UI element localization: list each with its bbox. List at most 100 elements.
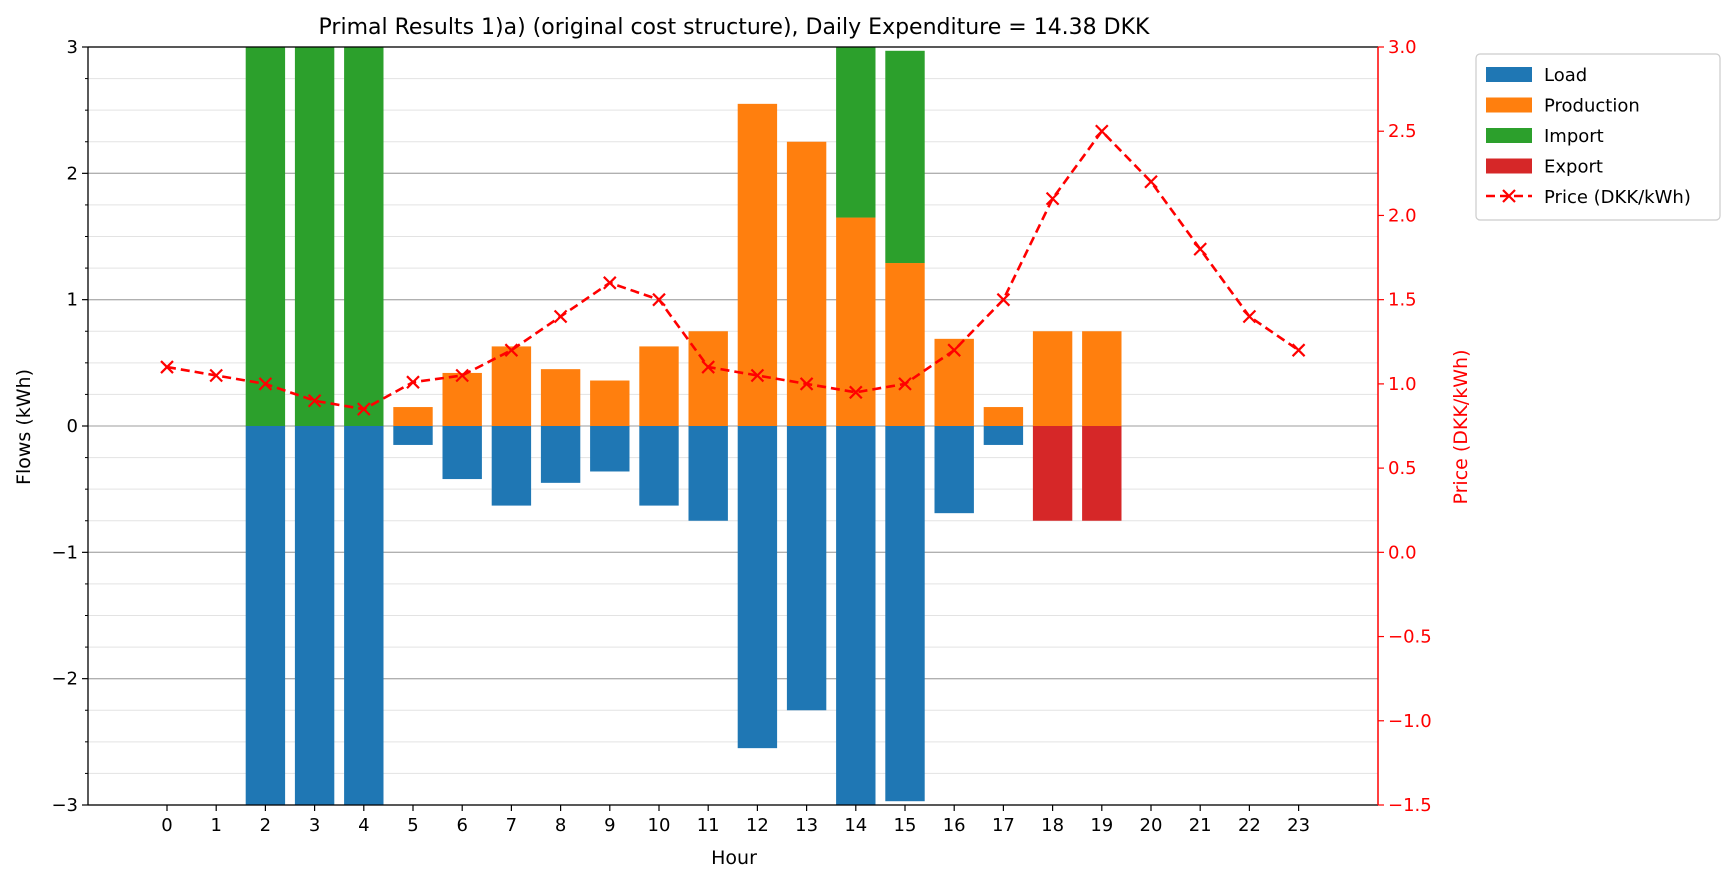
x-tick-label: 22 xyxy=(1238,815,1261,836)
bar-load-hour-12 xyxy=(737,426,778,749)
bar-load-hour-7 xyxy=(491,426,532,506)
price-marker-stroke xyxy=(258,377,273,391)
x-tick-label: 14 xyxy=(844,815,867,836)
price-marker-hour-5 xyxy=(406,375,420,389)
y-tick-label: 2 xyxy=(67,163,78,184)
price-marker-hour-8 xyxy=(553,309,568,324)
y2-tick-label: 1.0 xyxy=(1388,374,1417,395)
y-axis-label: Flows (kWh) xyxy=(13,369,35,485)
legend-label: Production xyxy=(1544,96,1640,117)
y-tick-label: 3 xyxy=(67,37,78,58)
bar-production-hour-6 xyxy=(442,372,482,426)
y-tick-label: −3 xyxy=(51,795,78,816)
bar-production-hour-8 xyxy=(540,369,581,426)
price-marker-hour-15 xyxy=(898,377,912,391)
x-tick-label: 11 xyxy=(697,815,720,836)
y-tick-label: −1 xyxy=(51,542,78,563)
price-marker-hour-18 xyxy=(1045,191,1060,206)
x-tick-label: 4 xyxy=(358,815,369,836)
bar-production-hour-7 xyxy=(491,346,532,426)
price-line xyxy=(166,129,1300,411)
bar-import-hour-15 xyxy=(885,50,925,264)
y2-tick-label: −1.5 xyxy=(1388,795,1432,816)
x-tick-label: 12 xyxy=(746,815,769,836)
price-marker-hour-16 xyxy=(947,343,961,357)
legend-item-production: Production xyxy=(1486,96,1640,117)
price-marker-stroke xyxy=(898,377,912,391)
bar-production-hour-9 xyxy=(590,380,630,426)
price-marker-hour-1 xyxy=(209,368,223,383)
price-marker-hour-19 xyxy=(1095,124,1109,139)
x-tick-label: 13 xyxy=(795,815,818,836)
price-marker-stroke xyxy=(406,375,420,389)
x-tick-label: 6 xyxy=(456,815,467,836)
bar-load-hour-8 xyxy=(540,426,581,483)
chart-title: Primal Results 1)a) (original cost struc… xyxy=(319,15,1151,40)
y-tick-label: −2 xyxy=(51,669,78,690)
y2-tick-label: 2.5 xyxy=(1388,121,1417,142)
price-marker-hour-9 xyxy=(603,276,617,290)
bar-export-hour-18 xyxy=(1032,426,1073,521)
legend-item-export: Export xyxy=(1486,157,1603,178)
legend-box xyxy=(1475,53,1721,221)
legend-swatch xyxy=(1486,158,1532,174)
price-marker-stroke xyxy=(947,343,961,357)
x-tick-label: 1 xyxy=(210,815,221,836)
legend-swatch xyxy=(1486,67,1532,82)
price-marker-stroke xyxy=(160,360,174,374)
price-marker-stroke xyxy=(849,385,863,400)
y2-tick-label: −1.0 xyxy=(1388,711,1432,732)
bar-production-hour-10 xyxy=(639,346,679,426)
price-marker-stroke xyxy=(209,368,223,383)
x-tick-label: 9 xyxy=(604,815,615,836)
price-marker-hour-3 xyxy=(307,393,322,408)
price-marker-stroke xyxy=(996,292,1011,307)
x-tick-label: 16 xyxy=(943,815,966,836)
bar-load-hour-17 xyxy=(983,426,1024,445)
legend-item-price-dkk-kwh: Price (DKK/kWh) xyxy=(1486,187,1691,208)
price-marker-hour-14 xyxy=(849,385,863,400)
y2-axis-label: Price (DKK/kWh) xyxy=(1450,350,1472,505)
bar-production-hour-18 xyxy=(1032,331,1073,426)
legend-swatch xyxy=(1486,97,1532,113)
x-tick-label: 8 xyxy=(555,815,566,836)
bar-import-hour-2 xyxy=(245,47,286,426)
price-marker-stroke xyxy=(307,393,322,408)
bar-load-hour-13 xyxy=(786,426,827,711)
bar-load-hour-11 xyxy=(688,426,728,521)
price-marker-stroke xyxy=(1144,174,1158,189)
price-marker-hour-17 xyxy=(996,292,1011,307)
bar-load-hour-3 xyxy=(294,426,335,805)
price-marker-stroke xyxy=(1291,343,1306,357)
price-marker-stroke xyxy=(603,276,617,290)
x-tick-label: 23 xyxy=(1287,815,1310,836)
price-marker-hour-13 xyxy=(799,377,814,391)
bar-import-hour-14 xyxy=(836,47,876,218)
legend: Load Production Import Export Price (DKK/kWh… xyxy=(1475,53,1721,221)
x-tick-label: 0 xyxy=(161,815,172,836)
price-marker-stroke xyxy=(504,343,519,357)
price-marker-hour-21 xyxy=(1193,242,1207,256)
bar-production-hour-19 xyxy=(1082,331,1122,426)
price-marker-stroke xyxy=(455,368,469,383)
legend-swatch xyxy=(1486,128,1532,143)
legend-marker xyxy=(1502,189,1516,203)
y2-tick-label: −0.5 xyxy=(1388,627,1432,648)
price-marker-stroke xyxy=(701,360,715,374)
price-marker-hour-22 xyxy=(1242,309,1257,324)
price-marker-hour-7 xyxy=(504,343,519,357)
bar-production-hour-16 xyxy=(934,338,974,426)
price-marker-hour-0 xyxy=(160,360,174,374)
price-marker-stroke xyxy=(1242,309,1257,324)
bar-production-hour-17 xyxy=(983,407,1024,426)
bar-load-hour-16 xyxy=(934,426,974,514)
bar-load-hour-5 xyxy=(393,426,433,445)
bar-export-hour-19 xyxy=(1082,426,1122,521)
price-marker-hour-12 xyxy=(750,368,765,383)
x-tick-label: 3 xyxy=(309,815,320,836)
bar-load-hour-14 xyxy=(836,426,876,805)
price-marker-stroke xyxy=(357,402,371,416)
bar-load-hour-15 xyxy=(885,426,925,802)
bar-load-hour-2 xyxy=(245,426,286,805)
